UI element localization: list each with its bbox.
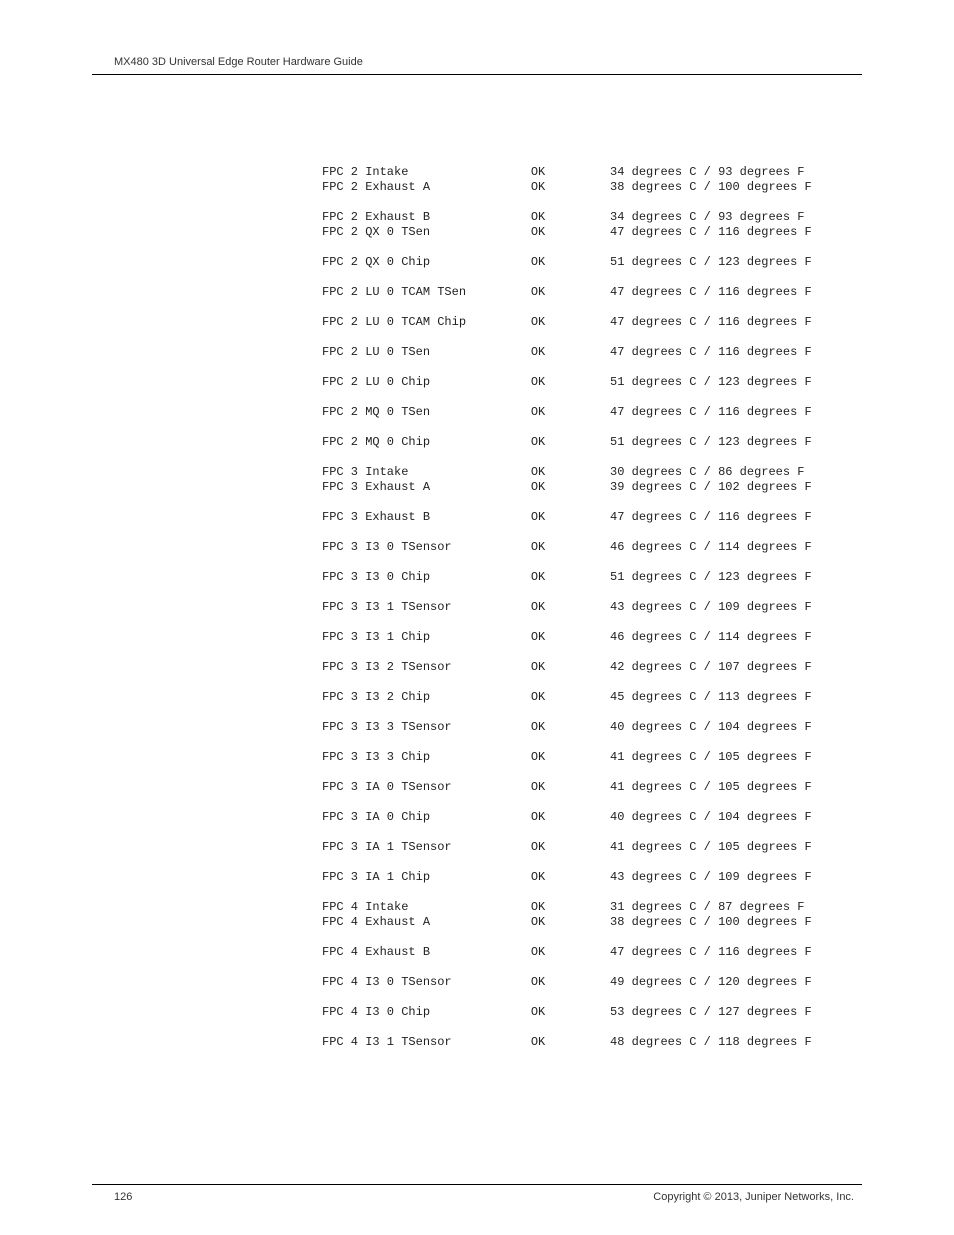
sensor-group: FPC 2 LU 0 TCAM Chip OK 47 degrees C / 1… — [322, 315, 862, 330]
page-footer: 126 Copyright © 2013, Juniper Networks, … — [92, 1184, 862, 1203]
sensor-group: FPC 3 IA 0 Chip OK 40 degrees C / 104 de… — [322, 810, 862, 825]
sensor-group: FPC 2 QX 0 Chip OK 51 degrees C / 123 de… — [322, 255, 862, 270]
sensor-group: FPC 2 MQ 0 Chip OK 51 degrees C / 123 de… — [322, 435, 862, 450]
sensor-group: FPC 4 Intake OK 31 degrees C / 87 degree… — [322, 900, 862, 930]
page-header: MX480 3D Universal Edge Router Hardware … — [92, 56, 862, 75]
sensor-group: FPC 4 I3 0 Chip OK 53 degrees C / 127 de… — [322, 1005, 862, 1020]
sensor-group: FPC 3 I3 0 Chip OK 51 degrees C / 123 de… — [322, 570, 862, 585]
sensor-group: FPC 3 IA 1 TSensor OK 41 degrees C / 105… — [322, 840, 862, 855]
sensor-group: FPC 2 MQ 0 TSen OK 47 degrees C / 116 de… — [322, 405, 862, 420]
sensor-group: FPC 4 I3 0 TSensor OK 49 degrees C / 120… — [322, 975, 862, 990]
copyright-text: Copyright © 2013, Juniper Networks, Inc. — [653, 1191, 854, 1203]
sensor-group: FPC 2 LU 0 TCAM TSen OK 47 degrees C / 1… — [322, 285, 862, 300]
sensor-group: FPC 3 I3 2 TSensor OK 42 degrees C / 107… — [322, 660, 862, 675]
sensor-group: FPC 2 Exhaust B OK 34 degrees C / 93 deg… — [322, 210, 862, 240]
sensor-readout-block: FPC 2 Intake OK 34 degrees C / 93 degree… — [322, 165, 862, 1050]
sensor-group: FPC 3 I3 3 Chip OK 41 degrees C / 105 de… — [322, 750, 862, 765]
sensor-group: FPC 2 LU 0 Chip OK 51 degrees C / 123 de… — [322, 375, 862, 390]
sensor-group: FPC 2 Intake OK 34 degrees C / 93 degree… — [322, 165, 862, 195]
header-title: MX480 3D Universal Edge Router Hardware … — [114, 56, 363, 68]
sensor-group: FPC 3 I3 1 Chip OK 46 degrees C / 114 de… — [322, 630, 862, 645]
sensor-group: FPC 3 Intake OK 30 degrees C / 86 degree… — [322, 465, 862, 495]
sensor-group: FPC 3 I3 0 TSensor OK 46 degrees C / 114… — [322, 540, 862, 555]
sensor-group: FPC 2 LU 0 TSen OK 47 degrees C / 116 de… — [322, 345, 862, 360]
sensor-group: FPC 3 I3 3 TSensor OK 40 degrees C / 104… — [322, 720, 862, 735]
sensor-group: FPC 3 I3 1 TSensor OK 43 degrees C / 109… — [322, 600, 862, 615]
sensor-group: FPC 3 I3 2 Chip OK 45 degrees C / 113 de… — [322, 690, 862, 705]
sensor-group: FPC 3 Exhaust B OK 47 degrees C / 116 de… — [322, 510, 862, 525]
sensor-group: FPC 4 I3 1 TSensor OK 48 degrees C / 118… — [322, 1035, 862, 1050]
document-page: MX480 3D Universal Edge Router Hardware … — [0, 0, 954, 1235]
sensor-group: FPC 3 IA 1 Chip OK 43 degrees C / 109 de… — [322, 870, 862, 885]
sensor-group: FPC 3 IA 0 TSensor OK 41 degrees C / 105… — [322, 780, 862, 795]
page-number: 126 — [114, 1191, 132, 1203]
sensor-group: FPC 4 Exhaust B OK 47 degrees C / 116 de… — [322, 945, 862, 960]
